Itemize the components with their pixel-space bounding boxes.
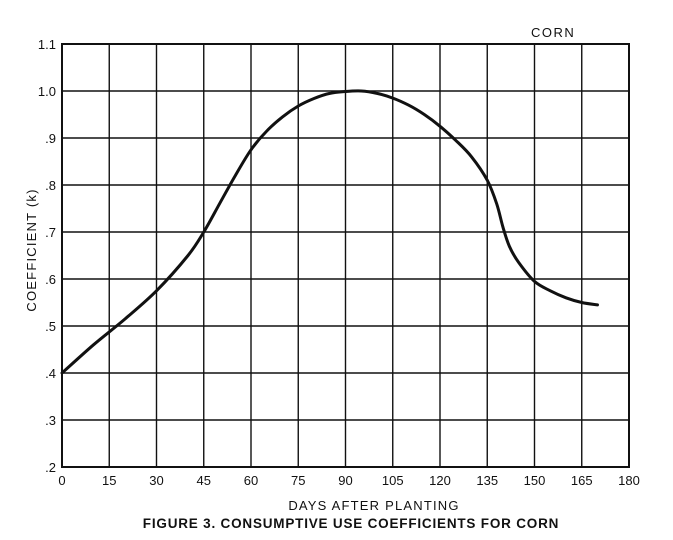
- y-tick-label: .8: [45, 178, 56, 193]
- x-tick-label: 75: [291, 473, 305, 488]
- x-tick-label: 60: [244, 473, 258, 488]
- y-tick-label: .2: [45, 460, 56, 475]
- chart-grid: [61, 43, 630, 468]
- x-tick-label: 90: [338, 473, 352, 488]
- y-tick-label: .3: [45, 413, 56, 428]
- y-axis-ticks: .2 .3 .4 .5 .6 .7 .8 .9 1.0 1.1: [38, 37, 56, 475]
- y-tick-label: .9: [45, 131, 56, 146]
- x-tick-label: 180: [618, 473, 640, 488]
- y-tick-label: .7: [45, 225, 56, 240]
- x-axis-ticks: 0 15 30 45 60 75 90 105 120 135 150 165 180: [58, 473, 639, 488]
- y-tick-label: 1.0: [38, 84, 56, 99]
- chart-annotation: CORN: [531, 25, 575, 40]
- y-axis-label: COEFFICIENT (k): [24, 188, 39, 311]
- figure-caption: FIGURE 3. CONSUMPTIVE USE COEFFICIENTS F…: [143, 516, 559, 531]
- x-tick-label: 0: [58, 473, 65, 488]
- plot-area: [61, 43, 630, 468]
- x-tick-label: 150: [524, 473, 546, 488]
- y-tick-label: .6: [45, 272, 56, 287]
- x-tick-label: 165: [571, 473, 593, 488]
- x-axis-label: DAYS AFTER PLANTING: [288, 498, 459, 513]
- y-tick-label: 1.1: [38, 37, 56, 52]
- x-tick-label: 135: [476, 473, 498, 488]
- x-tick-label: 120: [429, 473, 451, 488]
- x-tick-label: 105: [382, 473, 404, 488]
- x-tick-label: 15: [102, 473, 116, 488]
- y-tick-label: .5: [45, 319, 56, 334]
- x-tick-label: 30: [149, 473, 163, 488]
- series-line: [60, 89, 599, 375]
- y-tick-label: .4: [45, 366, 56, 381]
- x-tick-label: 45: [197, 473, 211, 488]
